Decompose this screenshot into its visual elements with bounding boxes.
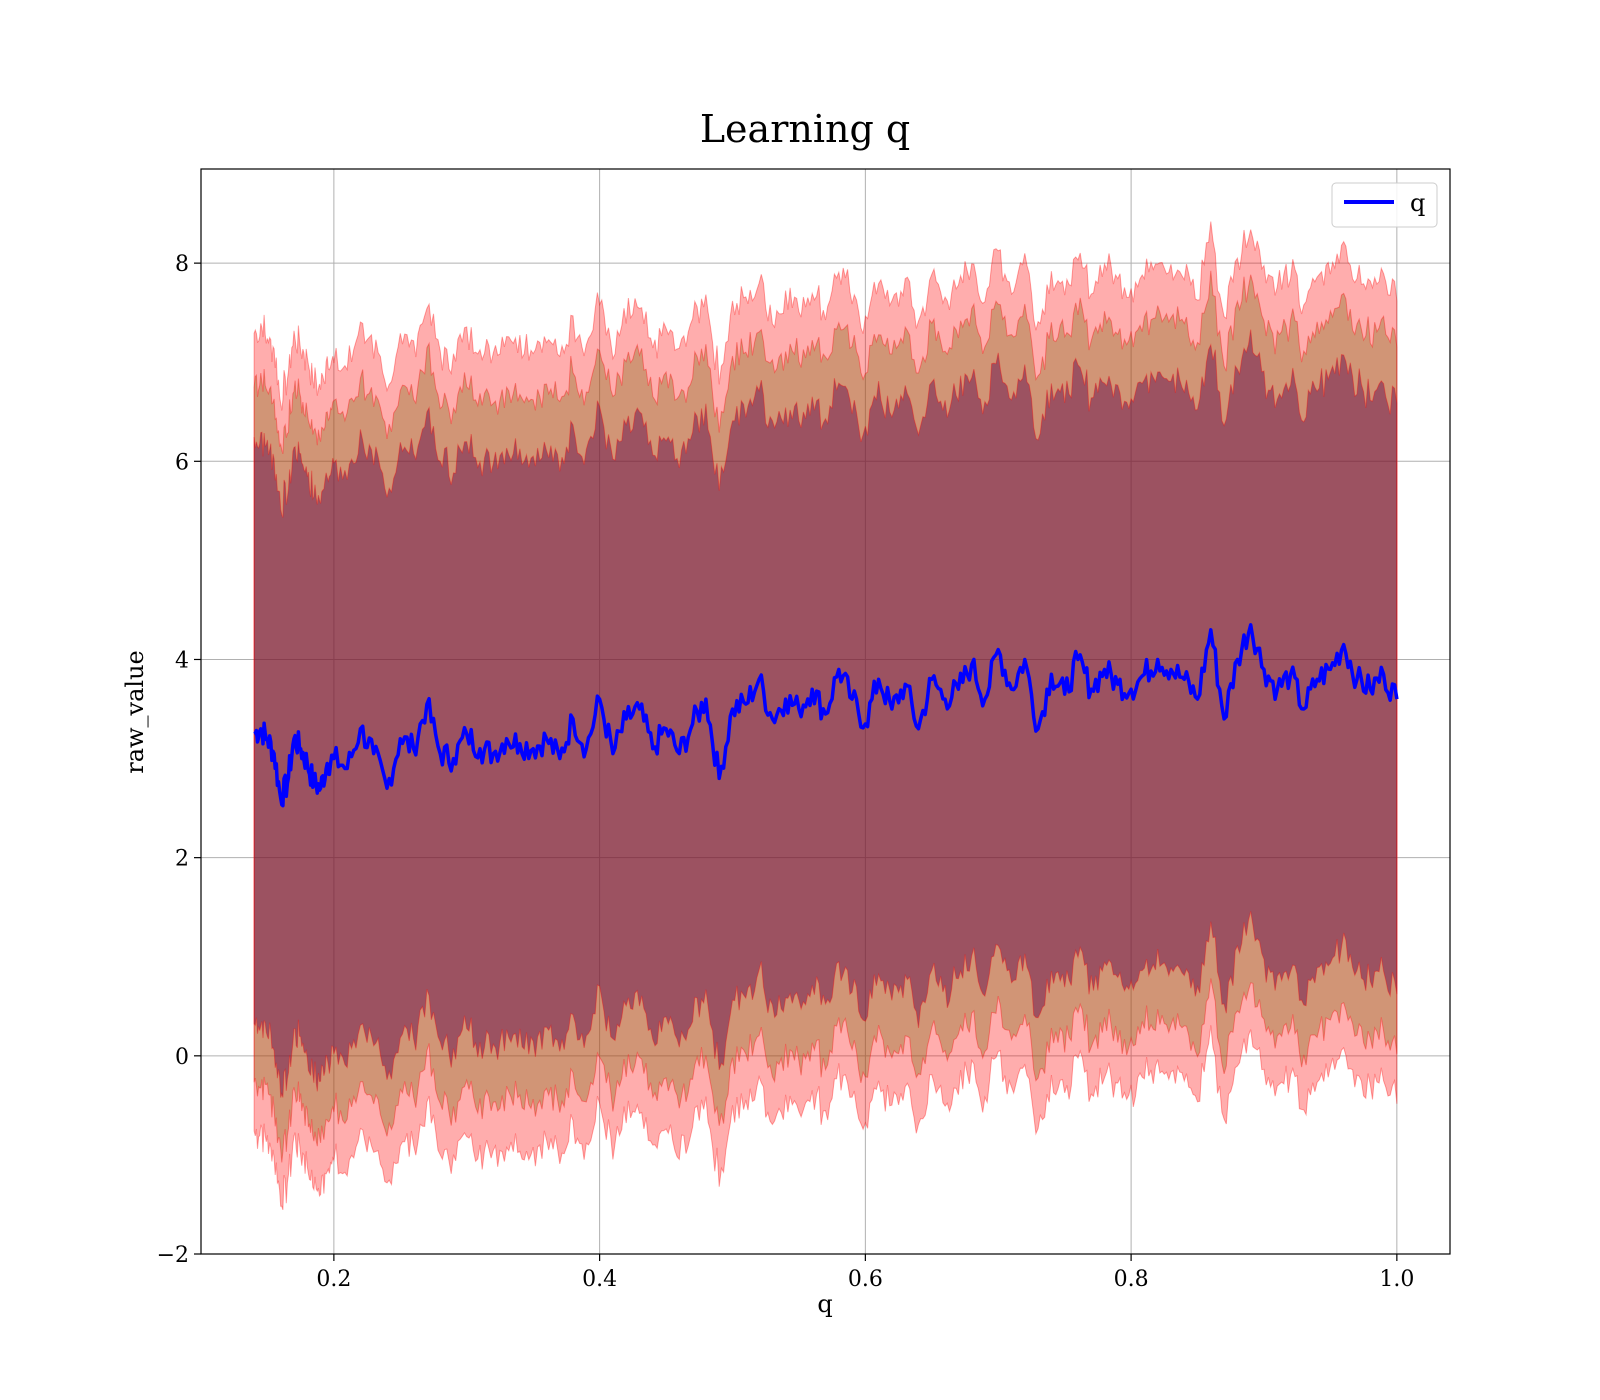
legend: q (1331, 182, 1438, 228)
x-tick-label: 1.0 (1379, 1267, 1414, 1292)
x-tick-label: 0.2 (316, 1267, 351, 1292)
chart-title: Learning q (700, 107, 910, 151)
confidence-band (253, 270, 1398, 1163)
x-tick-label: 0.8 (1114, 1267, 1149, 1292)
legend-label-q: q (1410, 189, 1425, 217)
y-axis-ticks: −2 0 2 4 6 8 (157, 252, 201, 1268)
x-axis-label: q (817, 1290, 832, 1318)
y-tick-label: 0 (175, 1045, 189, 1070)
x-axis-ticks: 0.2 0.4 0.6 0.8 1.0 (316, 1254, 1414, 1292)
plot-frame (200, 168, 1451, 1255)
y-tick-label: −2 (157, 1243, 189, 1268)
series-lines (253, 623, 1399, 808)
series-line-q (253, 623, 1399, 808)
y-tick-label: 2 (175, 847, 189, 872)
y-axis-label: raw_value (121, 650, 149, 774)
y-tick-label: 4 (175, 648, 189, 673)
grid-lines (201, 169, 1450, 1255)
y-tick-label: 6 (175, 450, 189, 475)
legend-box (1331, 182, 1438, 228)
y-tick-label: 8 (175, 252, 189, 277)
x-tick-label: 0.4 (582, 1267, 617, 1292)
x-tick-label: 0.6 (848, 1267, 883, 1292)
